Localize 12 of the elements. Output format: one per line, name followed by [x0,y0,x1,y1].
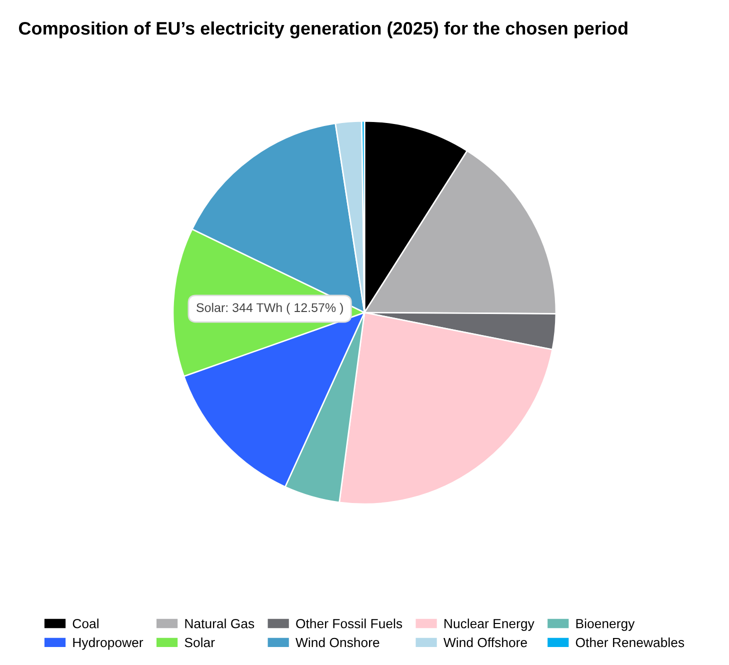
legend-label: Solar [184,638,215,648]
legend-label: Wind Offshore [443,638,527,648]
chart-title: Composition of EU’s electricity generation (2025) for the chosen period [18,21,628,38]
text: Solar: 344 TWh ( 12.57% ) [196,302,343,315]
legend-label: Other Renewables [576,638,684,648]
legend-label: Wind Onshore [296,638,380,648]
legend-label: Other Fossil Fuels [296,618,402,628]
legend-label: Bioenergy [576,618,635,631]
legend-label: Nuclear Energy [444,618,534,631]
legend-label: Natural Gas [185,618,254,628]
legend-label: Coal [72,618,98,628]
legend-label: Hydropower [73,638,144,650]
